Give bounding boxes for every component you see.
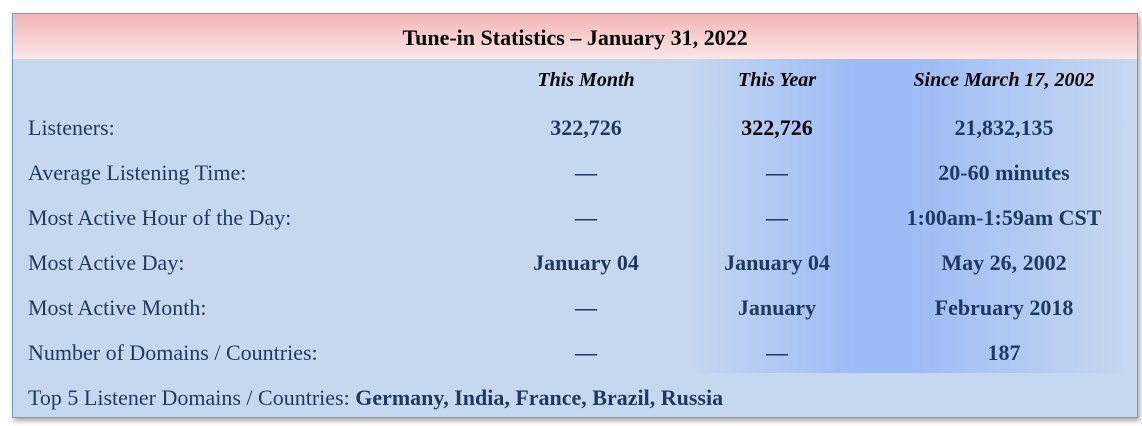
cell-since: May 26, 2002 [941,250,1067,275]
cell-this-month: — [575,295,597,320]
top-domains-value: Germany, India, France, Brazil, Russia [355,385,724,410]
cell-this-year: — [766,205,788,230]
row-label: Number of Domains / Countries: [28,340,318,365]
cell-since: 20-60 minutes [938,160,1070,185]
column-header-this-year: This Year [738,69,816,91]
cell-this-month: 322,726 [550,115,622,140]
cell-since: 21,832,135 [954,115,1054,140]
table-row: Most Active Month: — January February 20… [13,295,1137,340]
cell-this-month: — [575,340,597,365]
row-label: Most Active Hour of the Day: [28,205,292,230]
column-header-since: Since March 17, 2002 [913,69,1095,91]
cell-this-year: — [766,160,788,185]
top-domains-label: Top 5 Listener Domains / Countries: [28,385,356,410]
table-row: Average Listening Time: — — 20-60 minute… [13,160,1137,205]
cell-this-month: — [575,205,597,230]
panel-title: Tune-in Statistics – January 31, 2022 [13,14,1137,59]
column-header-this-month: This Month [537,69,635,91]
row-label: Average Listening Time: [28,160,247,185]
column-headers: This Month This Year Since March 17, 200… [13,69,1137,114]
cell-this-month: January 04 [533,250,639,275]
row-label: Most Active Month: [28,295,207,320]
table-row: Listeners: 322,726 322,726 21,832,135 [13,115,1137,160]
cell-this-year: January 04 [724,250,830,275]
tune-in-statistics-panel: Tune-in Statistics – January 31, 2022 Th… [12,13,1138,418]
highlight-gradient [691,59,1127,373]
row-label: Most Active Day: [28,250,185,275]
table-row: Number of Domains / Countries: — — 187 [13,340,1137,385]
cell-this-year: January [737,295,817,320]
cell-this-year: 322,726 [741,115,813,140]
row-label: Listeners: [28,115,115,140]
cell-this-month: — [575,160,597,185]
table-row: Most Active Hour of the Day: — — 1:00am-… [13,205,1137,250]
cell-since: 187 [987,340,1021,365]
table-row: Most Active Day: January 04 January 04 M… [13,250,1137,295]
cell-since: February 2018 [934,295,1074,320]
top-domains: Top 5 Listener Domains / Countries: Germ… [28,385,723,411]
cell-since: 1:00am-1:59am CST [906,205,1102,230]
cell-this-year: — [766,340,788,365]
